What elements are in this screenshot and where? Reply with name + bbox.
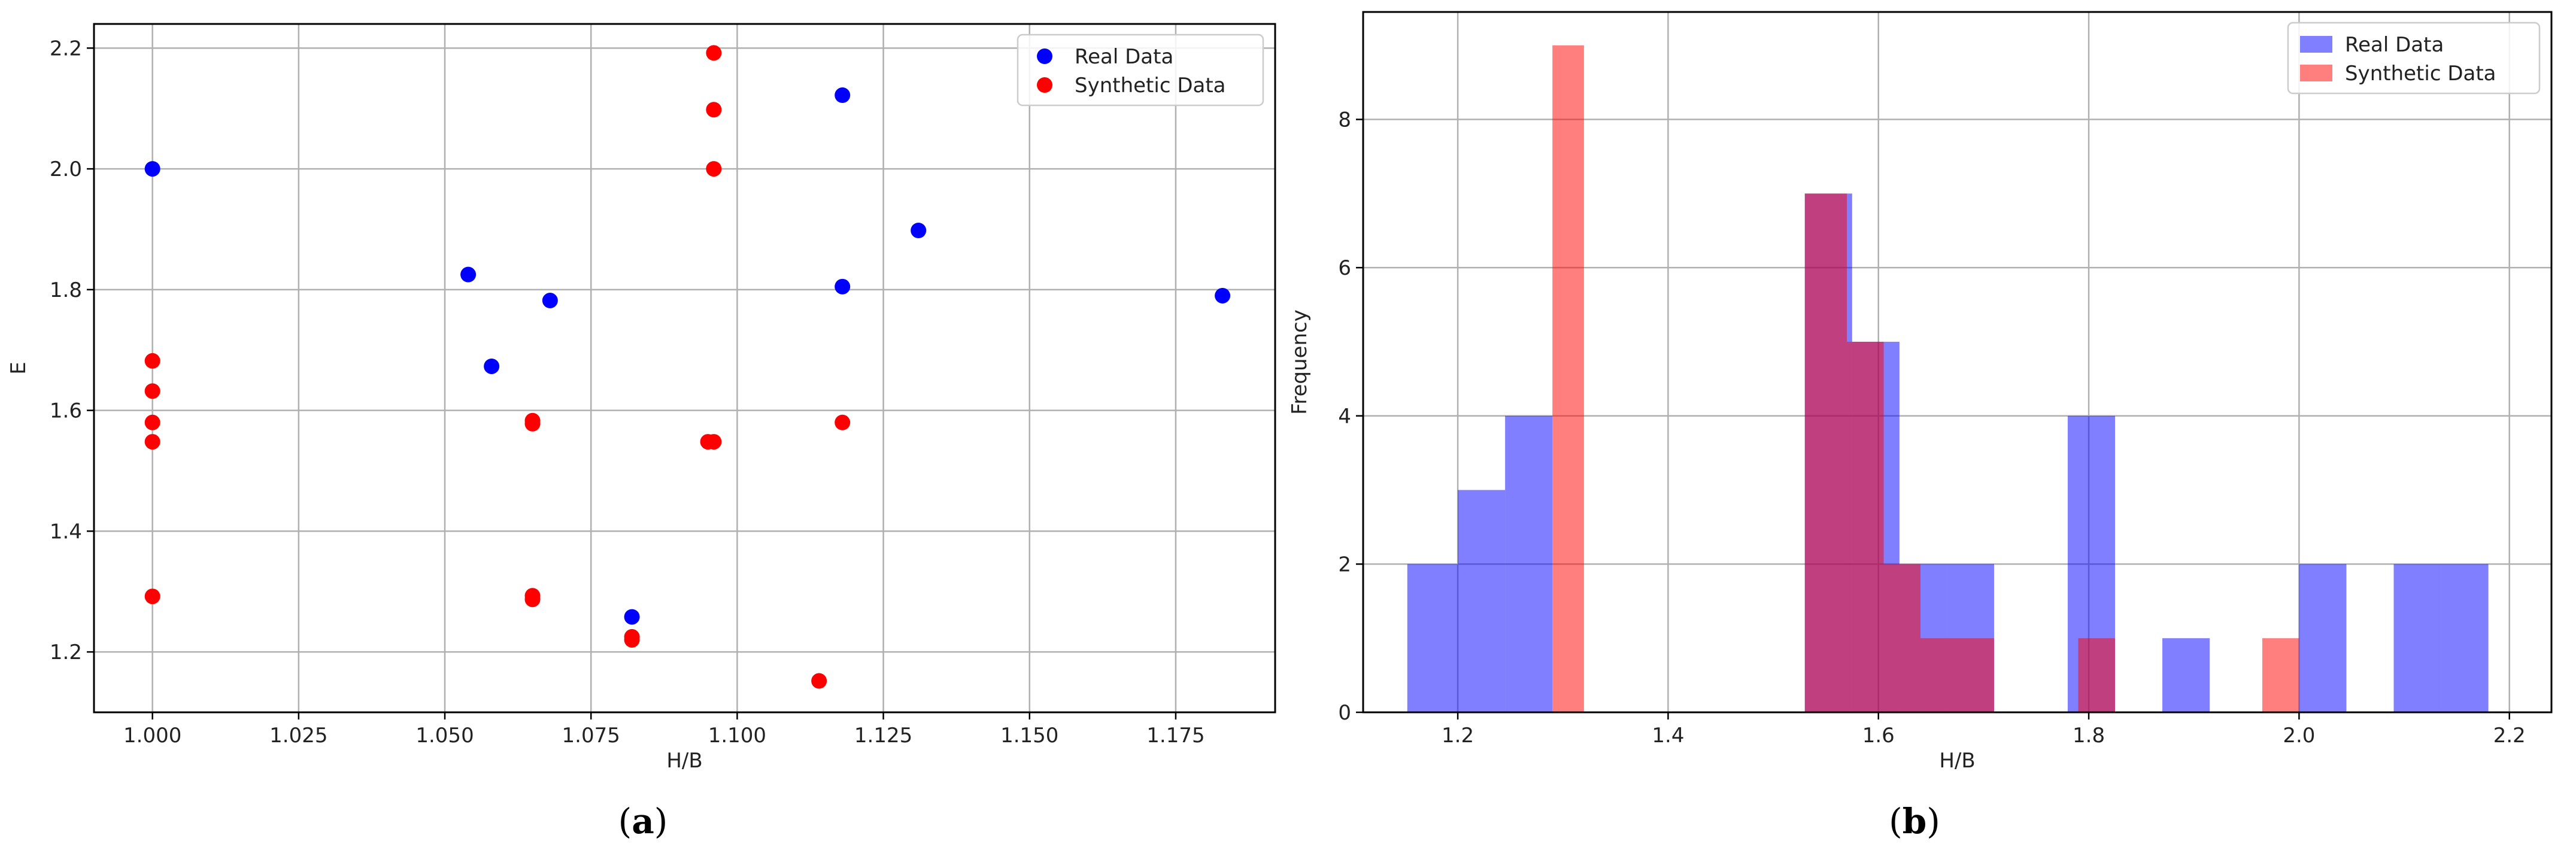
synthetic-data-point (144, 383, 160, 399)
legend-entry-label: Synthetic Data (2345, 62, 2496, 86)
real-data-bar (1458, 490, 1506, 712)
histogram-panel: 1.2 1.4 1.6 1.8 2.0 2.2 0 2 4 6 8 H/B Frequency Re… (1288, 11, 2553, 842)
real-data-bar (2299, 564, 2347, 712)
scatter-plot-frame (93, 23, 1276, 714)
scatter-ticks: 1.000 1.025 1.050 1.075 1.100 1.125 1.150 1.175… (50, 37, 1205, 748)
legend-box (1017, 34, 1264, 107)
histogram-plot-frame (1362, 11, 2553, 714)
synthetic-data-bar (1847, 341, 1884, 712)
x-tick-label: 1.075 (562, 724, 620, 748)
scatter-panel: 1.000 1.025 1.050 1.075 1.100 1.125 1.150 1.175… (7, 23, 1276, 842)
real-data-point (911, 223, 927, 238)
panel-a-caption: (a) (618, 801, 668, 842)
legend-entry-label: Real Data (1075, 45, 1173, 69)
legend-swatch (2300, 36, 2332, 53)
real-data-point (624, 609, 640, 625)
x-tick-label: 1.050 (415, 724, 474, 748)
y-tick-label: 2 (1338, 552, 1351, 576)
y-tick-label: 4 (1338, 405, 1351, 429)
synthetic-data-bar (2262, 638, 2299, 712)
x-tick-label: 2.0 (2283, 724, 2315, 748)
real-data-point (1215, 287, 1231, 303)
legend-box (2287, 22, 2541, 95)
panel-b-label: b (1903, 801, 1927, 842)
y-tick-label: 1.8 (50, 278, 82, 302)
real-data-bar (2393, 564, 2441, 712)
x-tick-label: 1.125 (854, 724, 912, 748)
real-data-point (542, 293, 558, 309)
histogram-bars (1407, 45, 2489, 713)
y-tick-label: 8 (1338, 108, 1351, 132)
synthetic-data-point (144, 414, 160, 430)
x-tick-label: 1.000 (123, 724, 181, 748)
legend-swatch (2300, 65, 2332, 81)
real-data-point (460, 266, 477, 283)
panel-b-caption: (b) (1889, 801, 1940, 842)
histogram-ticks: 1.2 1.4 1.6 1.8 2.0 2.2 0 2 4 6 8 (1338, 108, 2525, 748)
x-tick-label: 2.2 (2493, 724, 2526, 748)
real-data-bar (1407, 564, 1458, 712)
synthetic-data-point (624, 632, 640, 648)
panel-a-label: a (632, 801, 654, 842)
real-data-point (144, 161, 160, 177)
x-tick-label: 1.4 (1652, 724, 1684, 748)
x-tick-label: 1.175 (1146, 724, 1204, 748)
x-tick-label: 1.2 (1442, 724, 1474, 748)
synthetic-data-point (706, 161, 722, 177)
y-tick-label: 2.2 (50, 37, 82, 60)
synthetic-data-point (144, 588, 160, 605)
scatter-points (144, 45, 1231, 689)
y-tick-label: 0 (1338, 701, 1351, 725)
legend-entry-label: Synthetic Data (1075, 74, 1226, 98)
legend-entry-label: Real Data (2345, 33, 2444, 57)
real-data-bar (1505, 415, 1553, 712)
synthetic-data-bar (1957, 638, 1994, 712)
scatter-grid (94, 24, 1275, 712)
synthetic-data-point (144, 434, 160, 450)
scatter-y-axis-label: E (7, 362, 31, 374)
x-tick-label: 1.150 (1000, 724, 1058, 748)
synthetic-data-point (144, 353, 160, 369)
synthetic-data-bar (2078, 638, 2115, 712)
synthetic-data-point (524, 591, 541, 608)
legend-marker (1037, 77, 1052, 93)
synthetic-data-bar (1552, 45, 1584, 713)
x-tick-label: 1.8 (2073, 724, 2105, 748)
y-tick-label: 1.6 (50, 399, 82, 423)
x-tick-label: 1.100 (708, 724, 766, 748)
synthetic-data-point (706, 45, 722, 61)
synthetic-data-bar (1920, 638, 1958, 712)
real-data-point (835, 87, 851, 104)
x-tick-label: 1.025 (269, 724, 327, 748)
scatter-legend: Real Data Synthetic Data (1017, 34, 1264, 107)
synthetic-data-point (706, 102, 722, 118)
synthetic-data-point (524, 415, 541, 432)
real-data-bar (2441, 564, 2489, 712)
y-tick-label: 2.0 (50, 157, 82, 181)
real-data-point (484, 358, 500, 374)
real-data-point (835, 278, 851, 295)
synthetic-data-point (706, 434, 722, 450)
legend-marker (1037, 48, 1052, 64)
x-tick-label: 1.6 (1862, 724, 1895, 748)
histogram-x-axis-label: H/B (1939, 749, 1975, 773)
synthetic-data-bar (1883, 564, 1921, 712)
histogram-y-axis-label: Frequency (1288, 309, 1312, 415)
real-data-bar (2162, 638, 2210, 712)
y-tick-label: 6 (1338, 256, 1351, 280)
synthetic-data-point (811, 673, 827, 689)
synthetic-data-point (835, 414, 851, 430)
y-tick-label: 1.4 (50, 520, 82, 544)
histogram-legend: Real Data Synthetic Data (2287, 22, 2541, 95)
y-tick-label: 1.2 (50, 640, 82, 664)
scatter-x-axis-label: H/B (666, 749, 702, 773)
synthetic-data-bar (1804, 193, 1847, 712)
plot-background (94, 24, 1275, 712)
